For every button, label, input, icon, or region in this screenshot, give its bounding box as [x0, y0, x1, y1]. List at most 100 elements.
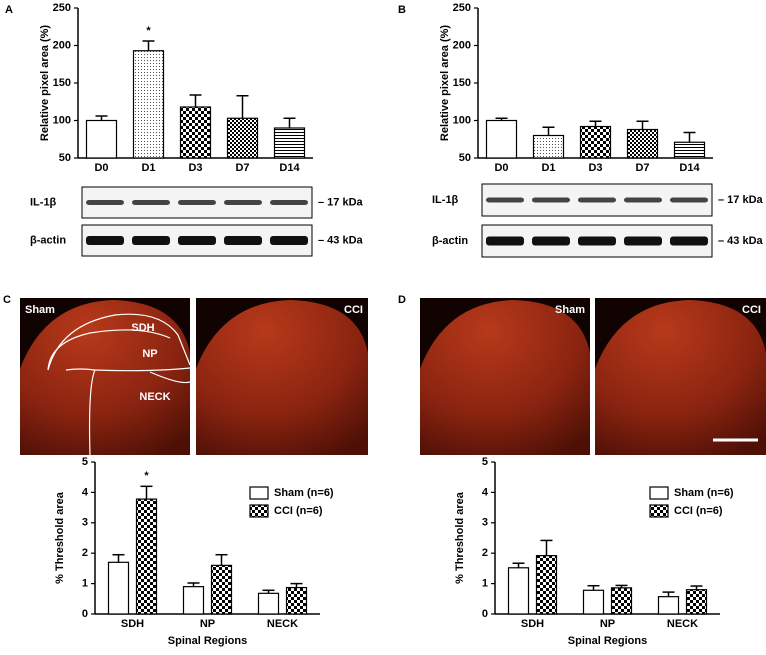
- blot-band: [86, 200, 124, 205]
- blot-row-label: IL-1β: [432, 194, 459, 206]
- y-tick-label: 150: [53, 77, 71, 89]
- bar: [657, 596, 680, 615]
- region-outline: [65, 367, 191, 372]
- legend-swatch: [249, 486, 269, 500]
- y-tick-label: 2: [482, 547, 488, 559]
- blot-band: [624, 236, 662, 246]
- blot-band: [270, 236, 308, 245]
- y-tick-label: 3: [82, 517, 88, 529]
- legend-label: Sham (n=6): [674, 487, 734, 499]
- y-tick-label: 200: [453, 39, 471, 51]
- blot-band: [486, 197, 524, 203]
- y-tick-label: 0: [82, 608, 88, 620]
- bar: [673, 141, 706, 159]
- blot-band: [532, 197, 570, 203]
- blot-band: [578, 197, 616, 203]
- region-outline: [47, 313, 191, 371]
- region-outline: [149, 371, 191, 384]
- bar: [532, 134, 565, 159]
- panel-label: A: [5, 4, 13, 16]
- micrograph-label: Sham: [555, 304, 585, 316]
- blot-row-label: β-actin: [30, 234, 66, 246]
- x-tick-label: D0: [94, 162, 108, 174]
- x-tick-label: D1: [541, 162, 555, 174]
- blot-band: [624, 197, 662, 203]
- blot-row-label: β-actin: [432, 235, 468, 247]
- blot-band: [132, 236, 170, 245]
- bar: [135, 498, 158, 615]
- legend-label: Sham (n=6): [274, 487, 334, 499]
- y-tick-label: 50: [59, 152, 71, 164]
- bar: [507, 567, 530, 615]
- annotation: *: [144, 470, 149, 482]
- bar: [85, 119, 118, 159]
- x-tick-label: D3: [588, 162, 602, 174]
- y-tick-label: 250: [53, 2, 71, 14]
- y-tick-label: 2: [82, 547, 88, 559]
- x-tick-label: D7: [235, 162, 249, 174]
- blot-size-label: – 17 kDa: [718, 194, 764, 206]
- bar: [579, 125, 612, 159]
- x-tick-label: D7: [635, 162, 649, 174]
- micrograph-label: CCI: [344, 304, 363, 316]
- bar: [273, 127, 306, 159]
- blot-band: [178, 200, 216, 205]
- blot-band: [486, 236, 524, 246]
- bar: [582, 589, 605, 615]
- y-tick-label: 1: [482, 578, 488, 590]
- blot-band: [132, 200, 170, 205]
- x-tick-label: D3: [188, 162, 202, 174]
- x-tick-label: SDH: [121, 618, 144, 630]
- y-axis-label: % Threshold area: [454, 491, 466, 584]
- micrograph-label: Sham: [25, 304, 55, 316]
- legend-swatch: [649, 504, 669, 518]
- blot-band: [224, 200, 262, 205]
- legend-swatch: [249, 504, 269, 518]
- region-label: NECK: [139, 391, 170, 403]
- y-tick-label: 5: [82, 456, 88, 468]
- region-outline: [88, 369, 96, 456]
- blot-size-label: – 43 kDa: [718, 235, 764, 247]
- region-label: NP: [142, 348, 157, 360]
- panel-label: D: [398, 294, 406, 306]
- x-axis-label: Spinal Regions: [168, 635, 247, 647]
- blot-band: [670, 197, 708, 203]
- bar: [182, 586, 205, 615]
- micrograph-tissue: [595, 300, 766, 455]
- x-tick-label: D14: [679, 162, 700, 174]
- x-tick-label: NP: [200, 618, 215, 630]
- panel-label: B: [398, 4, 406, 16]
- y-tick-label: 250: [453, 2, 471, 14]
- blot-band: [270, 200, 308, 205]
- blot-row-label: IL-1β: [30, 196, 57, 208]
- micrograph-tissue: [196, 300, 368, 455]
- blot-band: [86, 236, 124, 245]
- x-tick-label: D0: [494, 162, 508, 174]
- micrograph-tissue: [420, 300, 590, 455]
- blot-band: [670, 236, 708, 246]
- bar: [210, 564, 233, 615]
- blot-band: [532, 236, 570, 246]
- region-outline: [47, 329, 171, 371]
- bar: [535, 555, 558, 615]
- y-tick-label: 200: [53, 39, 71, 51]
- x-tick-label: NP: [600, 618, 615, 630]
- legend-label: CCI (n=6): [274, 505, 323, 517]
- bar: [485, 119, 518, 159]
- y-tick-label: 100: [453, 114, 471, 126]
- y-tick-label: 4: [82, 486, 89, 498]
- blot-size-label: – 43 kDa: [318, 234, 364, 246]
- bar: [132, 50, 165, 159]
- panel-label: C: [3, 294, 11, 306]
- x-tick-label: NECK: [667, 618, 698, 630]
- blot-size-label: – 17 kDa: [318, 196, 364, 208]
- y-tick-label: 100: [53, 114, 71, 126]
- region-label: SDH: [131, 322, 154, 334]
- annotation: *: [146, 25, 151, 37]
- x-tick-label: SDH: [521, 618, 544, 630]
- y-axis-label: Relative pixel area (%): [439, 25, 451, 142]
- blot-band: [178, 236, 216, 245]
- y-tick-label: 4: [482, 486, 489, 498]
- blot-band: [578, 236, 616, 246]
- x-tick-label: D1: [141, 162, 155, 174]
